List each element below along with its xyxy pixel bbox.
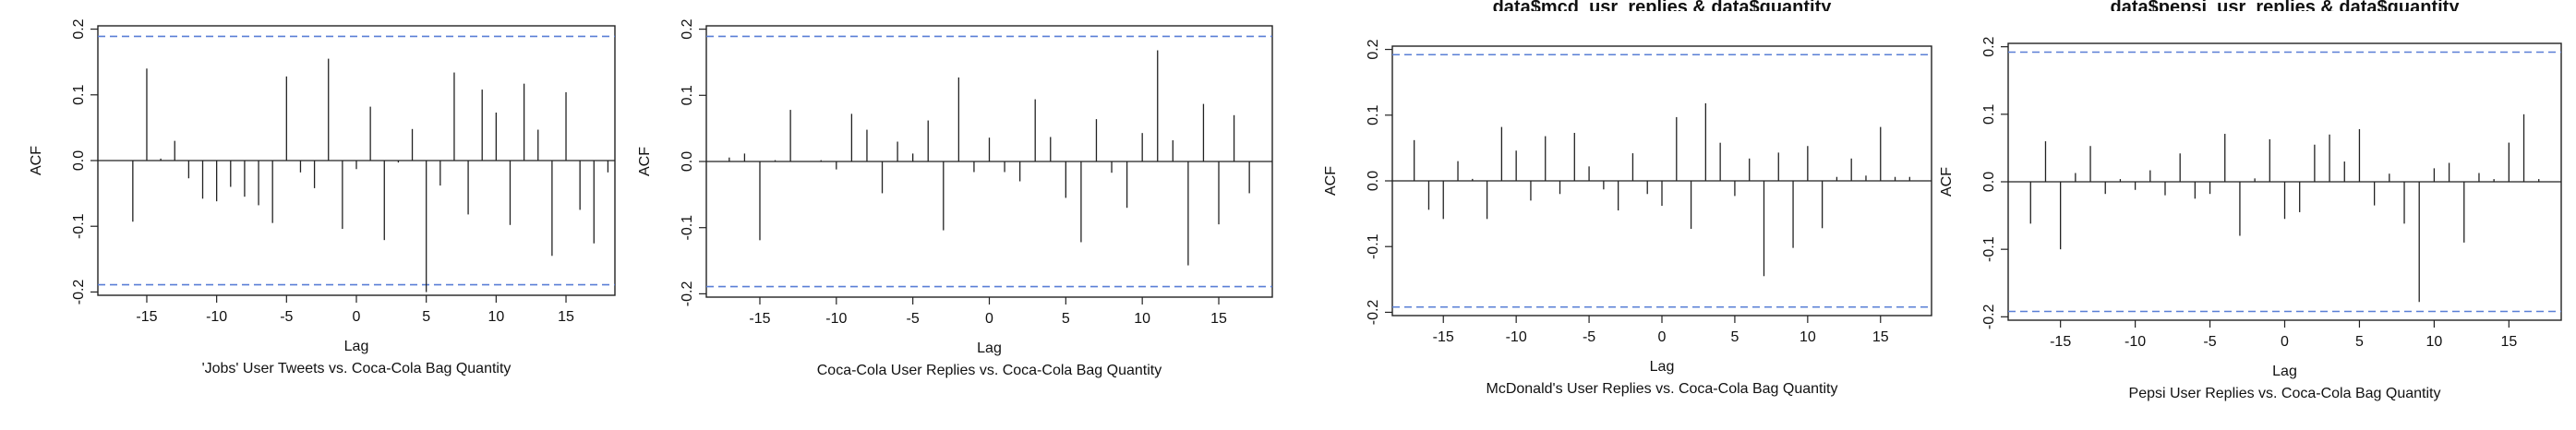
y-tick-label: 0.1 <box>1981 104 1997 125</box>
x-tick-label: 15 <box>1872 329 1889 345</box>
panel-subtitle: Pepsi User Replies vs. Coca-Cola Bag Qua… <box>2129 386 2441 401</box>
y-axis-label: ACF <box>637 147 653 176</box>
x-tick-label: -15 <box>749 311 770 327</box>
acf-panel-2: -15 -10 -5 0 5 10 15 -0.2 -0.1 0.0 0.1 0.2 Lag ACF Coc… <box>637 18 1273 378</box>
x-axis-label: Lag <box>1650 359 1675 375</box>
y-tick-label: 0.0 <box>1981 172 1997 192</box>
y-tick-label: 0.1 <box>71 85 87 105</box>
y-tick-label: 0.1 <box>1366 105 1381 125</box>
x-tick-label: -5 <box>2203 334 2216 350</box>
x-tick-label: 10 <box>1134 311 1150 327</box>
x-tick-label: -10 <box>825 311 847 327</box>
x-tick-label: -10 <box>2125 334 2146 350</box>
x-tick-label: 0 <box>1658 329 1667 345</box>
panel-title-fragment: data$pepsi_usr_replies & data$quantity <box>2111 0 2461 18</box>
x-tick-label: 0 <box>353 309 361 325</box>
x-tick-label: -5 <box>280 309 293 325</box>
x-axis-label: Lag <box>344 339 369 354</box>
x-tick-label: 5 <box>2355 334 2364 350</box>
y-tick-label: 0.2 <box>680 18 695 39</box>
x-tick-label: -15 <box>2050 334 2071 350</box>
y-tick-label: 0.2 <box>1366 39 1381 59</box>
y-tick-label: 0.0 <box>680 151 695 172</box>
x-tick-label: 15 <box>558 309 574 325</box>
y-tick-label: 0.0 <box>71 150 87 171</box>
x-tick-label: 5 <box>422 309 430 325</box>
panel-subtitle: McDonald's User Replies vs. Coca-Cola Ba… <box>1487 381 1838 397</box>
y-tick-label: -0.2 <box>1366 300 1381 326</box>
x-tick-label: 0 <box>985 311 993 327</box>
x-tick-label: 10 <box>2426 334 2442 350</box>
panel-subtitle: 'Jobs' User Tweets vs. Coca-Cola Bag Qua… <box>202 361 512 376</box>
acf-panel-3: data$mcd_usr_replies & data$quantity -15 -… <box>1323 0 1932 397</box>
x-tick-label: 5 <box>1730 329 1739 345</box>
x-tick-label: -15 <box>1433 329 1454 345</box>
y-tick-label: -0.2 <box>71 280 87 305</box>
acf-panel-1: -15 -10 -5 0 5 10 15 -0.2 -0.1 0.0 0.1 0.2 Lag ACF 'Jo… <box>29 18 616 376</box>
x-tick-label: 15 <box>2500 334 2517 350</box>
y-axis-label: ACF <box>1939 167 1955 197</box>
panel-title-fragment: data$mcd_usr_replies & data$quantity <box>1493 0 1833 18</box>
y-tick-label: 0.2 <box>71 18 87 39</box>
acf-panel-4: data$pepsi_usr_replies & data$quantity -1… <box>1939 0 2562 401</box>
y-tick-label: -0.1 <box>71 213 87 239</box>
x-tick-label: 5 <box>1062 311 1070 327</box>
y-tick-label: 0.2 <box>1981 36 1997 56</box>
x-tick-label: 10 <box>1800 329 1816 345</box>
x-tick-label: 0 <box>2281 334 2289 350</box>
x-tick-label: -15 <box>136 309 157 325</box>
y-tick-label: -0.1 <box>1366 233 1381 259</box>
x-tick-label: 10 <box>488 309 504 325</box>
y-axis-label: ACF <box>29 146 44 175</box>
x-axis-label: Lag <box>977 340 1002 356</box>
y-axis-label: ACF <box>1323 166 1339 196</box>
x-tick-label: -10 <box>206 309 227 325</box>
y-tick-label: -0.2 <box>680 281 695 307</box>
y-tick-label: 0.0 <box>1366 171 1381 191</box>
x-tick-label: -5 <box>1583 329 1595 345</box>
panel-subtitle: Coca-Cola User Replies vs. Coca-Cola Bag… <box>817 363 1162 378</box>
y-tick-label: -0.2 <box>1981 304 1997 329</box>
y-tick-label: 0.1 <box>680 85 695 105</box>
y-tick-label: -0.1 <box>1981 236 1997 262</box>
y-tick-label: -0.1 <box>680 215 695 241</box>
x-tick-label: -5 <box>907 311 920 327</box>
x-tick-label: -10 <box>1506 329 1527 345</box>
x-tick-label: 15 <box>1210 311 1227 327</box>
x-axis-label: Lag <box>2272 364 2297 379</box>
